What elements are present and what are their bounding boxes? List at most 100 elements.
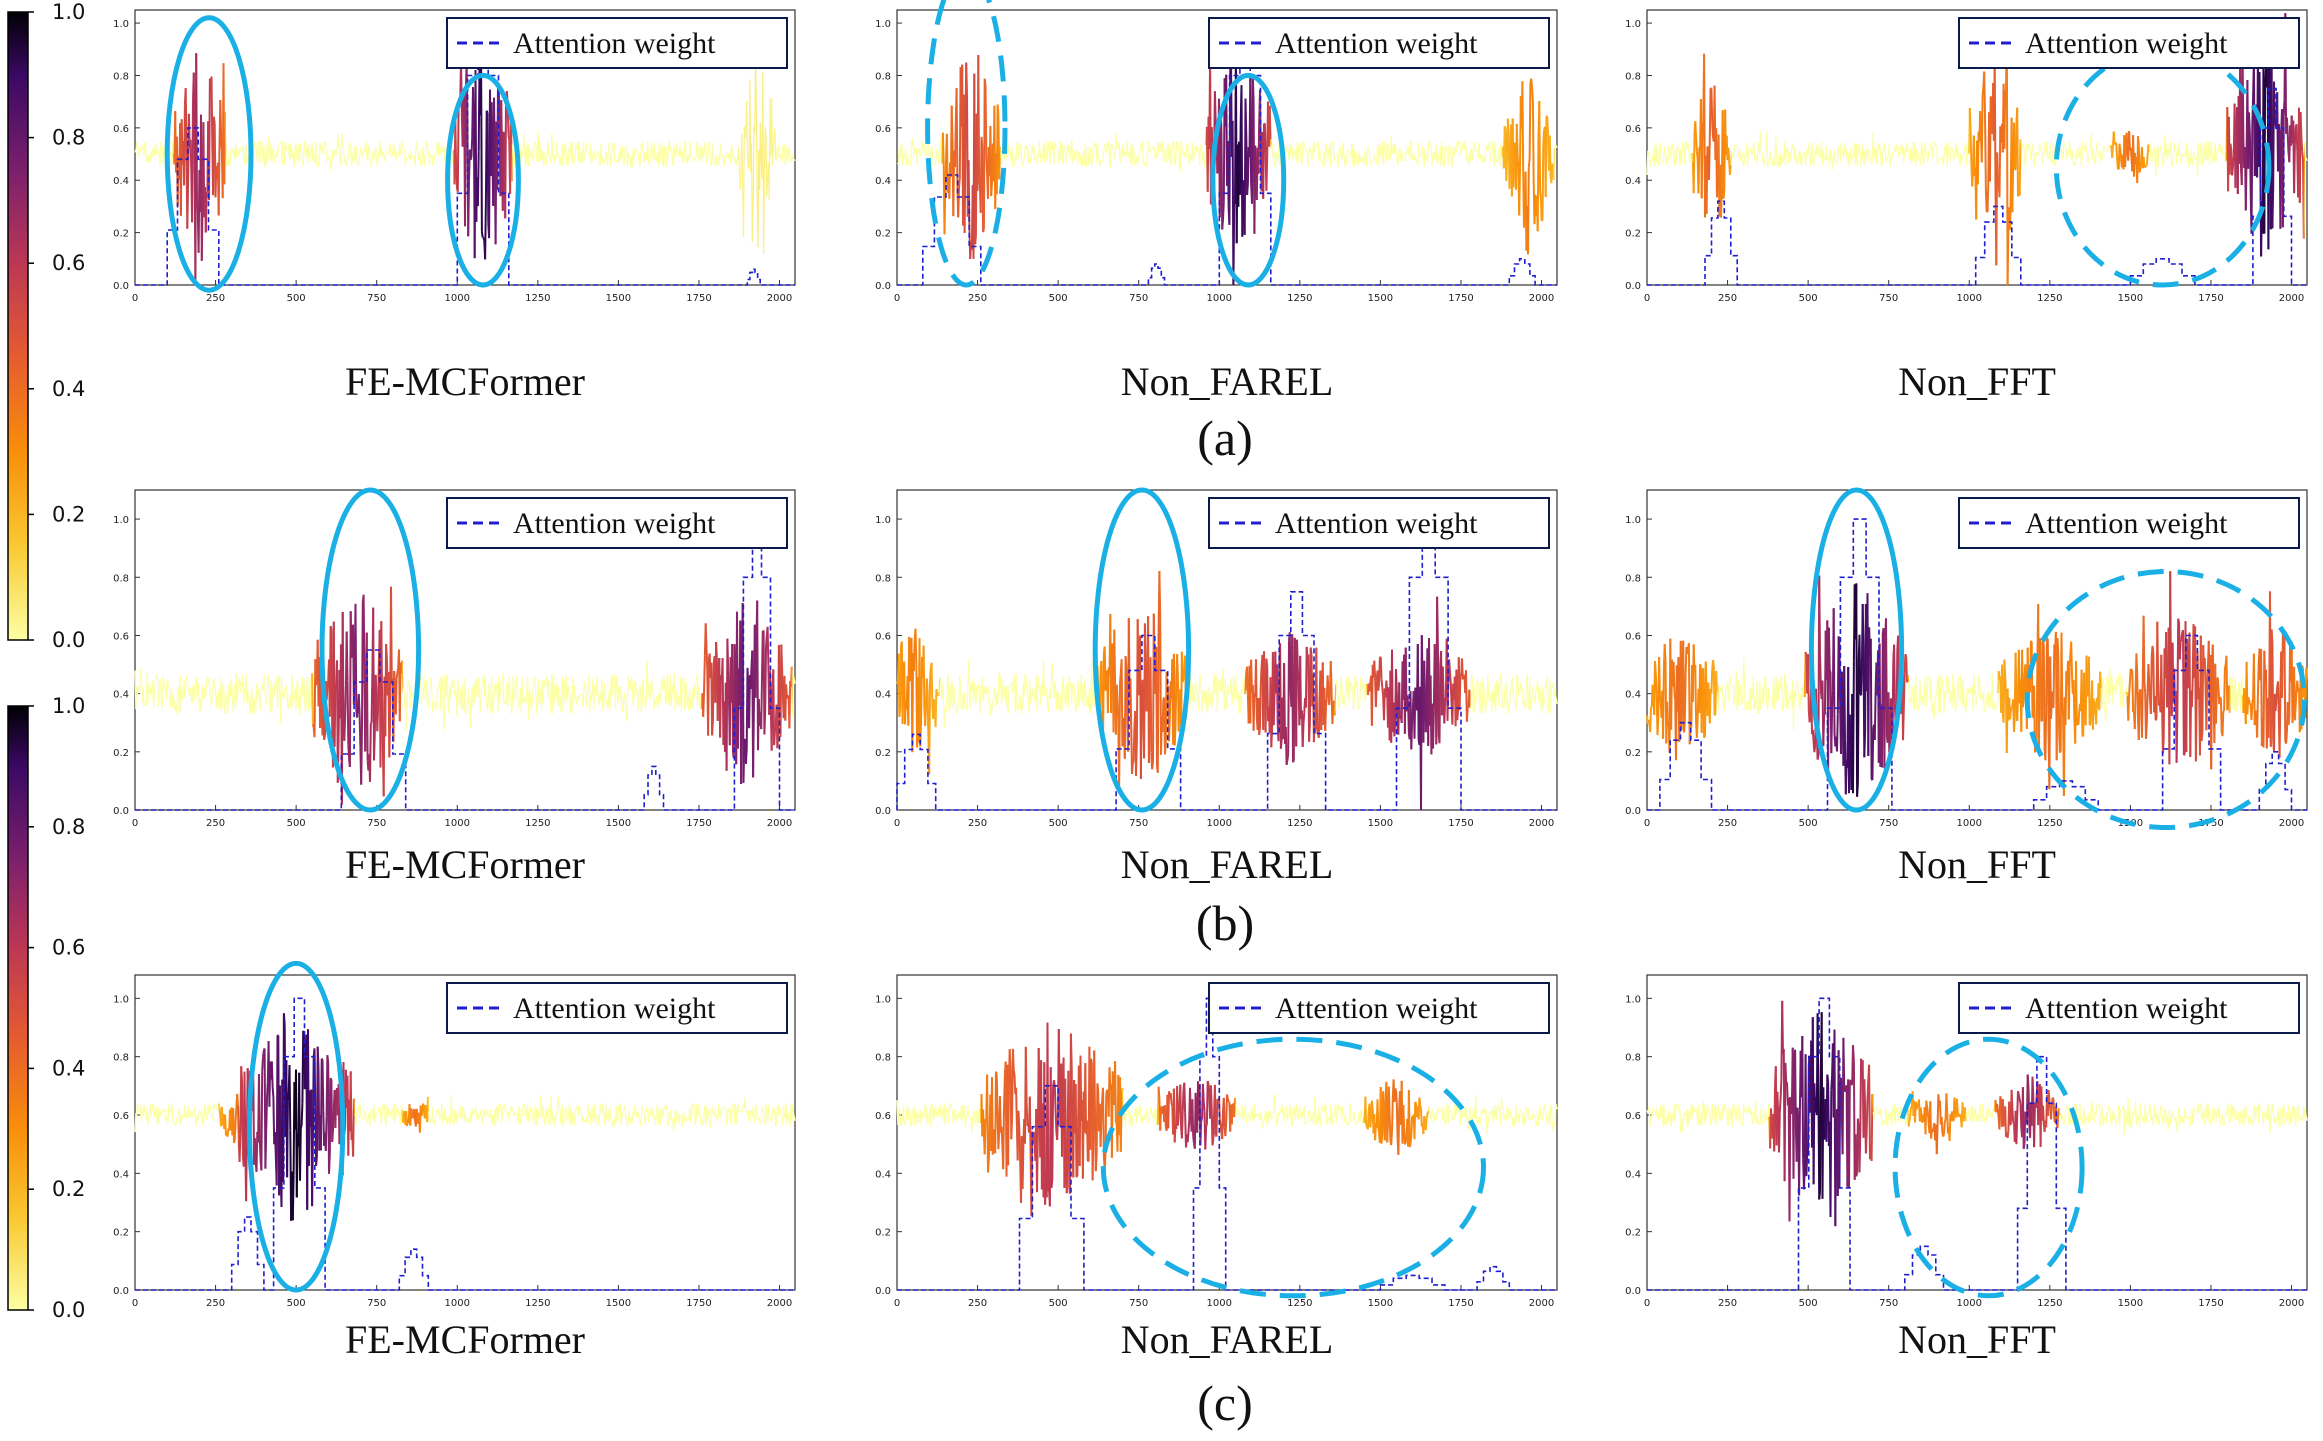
signal-segment (1996, 152, 1999, 179)
signal-segment (1116, 701, 1120, 721)
signal-segment (943, 184, 947, 235)
signal-segment (2206, 158, 2209, 161)
signal-segment (1393, 720, 1397, 737)
signal-segment (1756, 142, 1759, 164)
signal-segment (338, 141, 341, 164)
signal-segment (1941, 675, 1943, 683)
signal-segment (1666, 701, 1669, 726)
signal-segment (1274, 152, 1277, 165)
signal-segment (512, 675, 515, 694)
signal-segment (639, 685, 641, 688)
signal-segment (328, 626, 332, 717)
signal-segment (691, 158, 694, 160)
x-tick-label: 1000 (1207, 818, 1232, 829)
signal-segment (2092, 148, 2095, 154)
y-tick-label: 1.0 (1625, 515, 1641, 526)
signal-segment (401, 660, 404, 693)
signal-segment (532, 680, 535, 684)
signal-segment (2070, 158, 2073, 161)
signal-segment (441, 676, 444, 680)
highlight-ellipse (445, 72, 521, 288)
signal-segment (777, 645, 781, 693)
signal-segment (656, 696, 658, 704)
signal-segment (368, 145, 371, 167)
signal-segment (1338, 702, 1341, 711)
signal-segment (647, 686, 650, 699)
signal-segment (1047, 141, 1050, 151)
signal-segment (1340, 677, 1343, 691)
signal-segment (1720, 184, 1723, 218)
signal-segment (711, 665, 715, 722)
signal-segment (647, 141, 650, 164)
signal-segment (484, 110, 488, 202)
signal-segment (405, 706, 408, 731)
signal-segment (1302, 712, 1306, 724)
signal-segment (1235, 674, 1238, 699)
signal-segment (545, 155, 548, 166)
signal-segment (268, 677, 270, 686)
signal-segment (1365, 159, 1368, 167)
signal-segment (719, 675, 722, 738)
signal-segment (1145, 152, 1148, 167)
signal-segment (726, 638, 730, 672)
signal-segment (420, 162, 423, 166)
signal-segment (1360, 686, 1363, 691)
signal-segment (1979, 111, 1982, 136)
signal-segment (453, 678, 456, 695)
signal-segment (2038, 637, 2042, 643)
signal-segment (224, 692, 227, 714)
signal-segment (1017, 700, 1020, 706)
signal-segment (2303, 142, 2306, 239)
signal-segment (1320, 688, 1323, 731)
x-tick-label: 750 (367, 818, 386, 829)
signal-segment (499, 693, 501, 703)
signal-segment (1339, 146, 1342, 152)
signal-segment (684, 688, 687, 710)
x-tick-label: 0 (1644, 293, 1650, 304)
panel-b-non_farel: 0 250 500 750 1000 1250 1500 1750 20000.00.20.40… (875, 487, 1558, 887)
signal-segment (1333, 156, 1336, 163)
signal-segment (1156, 632, 1160, 773)
signal-segment (1828, 669, 1832, 673)
signal-segment (1667, 145, 1670, 161)
signal-segment (974, 235, 977, 245)
signal-segment (1131, 763, 1134, 774)
x-tick-label: 2000 (2279, 818, 2304, 829)
signal-segment (792, 154, 794, 160)
signal-segment (1102, 149, 1105, 160)
y-tick-label: 0.8 (113, 71, 129, 82)
signal-segment (688, 157, 691, 162)
signal-segment (2143, 682, 2147, 693)
signal-segment (740, 665, 743, 785)
signal-segment (2136, 674, 2139, 719)
signal-segment (160, 141, 163, 148)
signal-segment (1308, 647, 1312, 724)
signal-segment (1215, 675, 1218, 678)
signal-segment (773, 727, 777, 732)
signal-segment (622, 699, 625, 713)
signal-segment (1356, 680, 1359, 709)
signal-segment (1395, 691, 1399, 732)
x-tick-label: 2000 (767, 818, 792, 829)
signal-segment (997, 691, 999, 706)
panels: 0 250 500 750 1000 1250 1500 1750 20000.00.20.40… (113, 0, 2308, 1362)
signal-segment (1713, 713, 1717, 716)
highlight-ellipse (1210, 72, 1287, 288)
signal-segment (703, 655, 706, 693)
signal-segment (651, 691, 654, 695)
signal-segment (705, 159, 708, 164)
signal-segment (1722, 190, 1726, 199)
signal-segment (1334, 684, 1337, 716)
signal-segment (1796, 158, 1799, 165)
signal-segment (1658, 657, 1661, 696)
signal-segment (536, 148, 538, 162)
signal-segment (491, 675, 493, 714)
signal-segment (2068, 654, 2072, 668)
signal-segment (1007, 143, 1010, 154)
signal-segment (2128, 131, 2131, 151)
signal-segment (788, 147, 791, 160)
signal-segment (1112, 151, 1115, 158)
signal-segment (1109, 144, 1112, 168)
signal-segment (1053, 142, 1056, 165)
signal-segment (1218, 679, 1221, 684)
